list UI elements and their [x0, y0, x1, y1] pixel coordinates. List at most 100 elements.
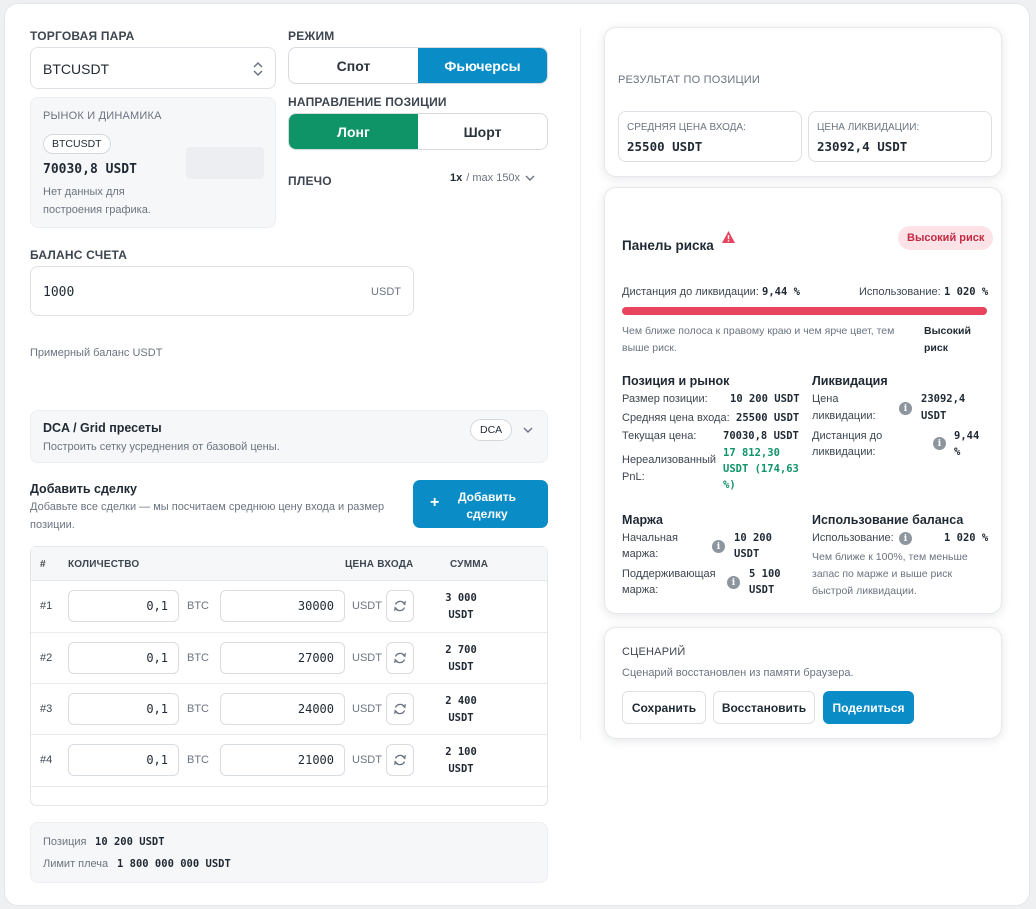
presets-subtitle: Построить сетку усреднения от базовой це…	[43, 441, 280, 453]
margin-init-label1: Начальная	[622, 532, 678, 544]
recalc-button[interactable]	[386, 744, 414, 776]
pos-avg-value: 25500 USDT	[736, 412, 800, 424]
risk-bar-fill	[622, 307, 987, 315]
restore-button[interactable]: Восстановить	[713, 691, 815, 724]
liq-price-box: ЦЕНА ЛИКВИДАЦИИ: 23092,4 USDT	[808, 111, 992, 162]
qty-unit: BTC	[187, 703, 209, 715]
row-sum-value: 2 100	[445, 746, 477, 758]
margin-maint-label2: маржа:	[622, 584, 659, 596]
avg-price-box: СРЕДНЯЯ ЦЕНА ВХОДА: 25500 USDT	[618, 111, 802, 162]
refresh-icon	[394, 652, 406, 664]
market-title: РЫНОК И ДИНАМИКА	[43, 110, 162, 122]
balance-label: БАЛАНС СЧЕТА	[30, 248, 128, 262]
price-unit: USDT	[352, 703, 382, 715]
info-icon[interactable]: i	[933, 437, 946, 450]
balance-input[interactable]: 1000 USDT	[30, 266, 414, 316]
balance-use-value: 1 020 %	[944, 532, 989, 544]
risk-level-line2: риск	[924, 342, 948, 354]
price-input[interactable]: 27000	[220, 642, 345, 674]
summary-limit-label: Лимит плеча	[43, 858, 109, 870]
margin-init-label2: маржа:	[622, 548, 659, 560]
direction-label: НАПРАВЛЕНИЕ ПОЗИЦИИ	[288, 95, 447, 109]
price-input[interactable]: 21000	[220, 744, 345, 776]
refresh-icon	[394, 754, 406, 766]
warning-icon	[722, 231, 735, 243]
info-icon[interactable]: i	[712, 540, 725, 553]
add-trade-button[interactable]: + Добавить сделку	[413, 480, 548, 528]
pos-pnl-line2: USDT (174,63	[723, 463, 799, 475]
price-input[interactable]: 24000	[220, 693, 345, 725]
pair-label: ТОРГОВАЯ ПАРА	[30, 29, 135, 43]
col-sum: СУММА	[450, 559, 489, 570]
info-icon[interactable]: i	[899, 532, 912, 545]
leverage-label: ПЛЕЧО	[288, 174, 332, 188]
risk-panel: Панель риска Высокий риск Дистанция до л…	[604, 187, 1002, 614]
table-row: #2 0,1 BTC 27000 USDT 2 700 USDT	[31, 632, 547, 683]
leverage-max: / max 150x	[466, 172, 521, 184]
row-num: #1	[40, 600, 53, 612]
pos-size-label: Размер позиции:	[622, 393, 708, 405]
price-unit: USDT	[352, 600, 382, 612]
summary-limit-value: 1 800 000 000 USDT	[117, 858, 231, 870]
row-sum-unit: USDT	[448, 661, 474, 673]
add-trade-title: Добавить сделку	[30, 482, 138, 496]
recalc-button[interactable]	[386, 590, 414, 622]
risk-badge: Высокий риск	[898, 226, 994, 250]
liq-price-value: 23092,4 USDT	[817, 139, 908, 154]
add-trade-desc-line1: Добавьте все сделки — мы посчитаем средн…	[30, 501, 385, 513]
price-input[interactable]: 30000	[220, 590, 345, 622]
direction-short-button[interactable]: Шорт	[463, 123, 502, 140]
balance-use-note3: быстрой ликвидации.	[812, 585, 917, 597]
presets-panel[interactable]: DCA / Grid пресеты Построить сетку усред…	[30, 410, 548, 463]
recalc-button[interactable]	[386, 693, 414, 725]
pos-title: Позиция и рынок	[622, 374, 730, 388]
pair-value: BTCUSDT	[43, 61, 110, 77]
margin-maint-label1: Поддерживающая	[622, 568, 716, 580]
row-num: #2	[40, 652, 53, 664]
info-icon[interactable]: i	[727, 576, 740, 589]
row-sum-unit: USDT	[448, 712, 474, 724]
mode-futures-button[interactable]: Фьючерсы	[418, 48, 547, 83]
margin-init-value2: USDT	[734, 548, 760, 560]
balance-hint: Примерный баланс USDT	[30, 347, 163, 359]
mode-spot-button[interactable]: Спот	[336, 57, 371, 74]
market-price: 70030,8 USDT	[43, 162, 137, 177]
scenario-card: СЦЕНАРИЙ Сценарий восстановлен из памяти…	[604, 627, 1002, 739]
row-num: #3	[40, 703, 53, 715]
pair-select[interactable]: BTCUSDT	[30, 47, 276, 89]
usage-label: Использование:	[859, 286, 941, 298]
avg-price-label: СРЕДНЯЯ ЦЕНА ВХОДА:	[627, 122, 746, 133]
table-row: #3 0,1 BTC 24000 USDT 2 400 USDT	[31, 683, 547, 734]
column-divider	[580, 28, 581, 740]
liq-price-value2: USDT	[921, 410, 947, 422]
leverage-value: 1x	[450, 172, 463, 184]
recalc-button[interactable]	[386, 642, 414, 674]
share-button[interactable]: Поделиться	[823, 691, 914, 724]
summary-position-label: Позиция	[43, 836, 87, 848]
qty-input[interactable]: 0,1	[68, 642, 179, 674]
save-button[interactable]: Сохранить	[622, 691, 706, 724]
scenario-title: СЦЕНАРИЙ	[622, 646, 686, 658]
avg-price-value: 25500 USDT	[627, 139, 703, 154]
margin-maint-value2: USDT	[749, 584, 775, 596]
add-trade-button-line2: сделку	[466, 507, 508, 521]
table-header: # КОЛИЧЕСТВО ЦЕНА ВХОДА СУММА	[31, 547, 547, 581]
liq-dist-value2: %	[954, 446, 961, 458]
qty-input[interactable]: 0,1	[68, 744, 179, 776]
result-card: РЕЗУЛЬТАТ ПО ПОЗИЦИИ СРЕДНЯЯ ЦЕНА ВХОДА:…	[604, 27, 1002, 177]
row-sum-unit: USDT	[448, 609, 474, 621]
leverage-select[interactable]: 1x / max 150x	[450, 172, 536, 184]
qty-input[interactable]: 0,1	[68, 590, 179, 622]
info-icon[interactable]: i	[899, 402, 912, 415]
margin-init-value1: 10 200	[734, 532, 772, 544]
market-badge: BTCUSDT	[43, 134, 111, 154]
qty-input[interactable]: 0,1	[68, 693, 179, 725]
presets-badge: DCA	[470, 419, 513, 441]
pos-pnl-line1: 17 812,30	[723, 447, 780, 459]
price-unit: USDT	[352, 754, 382, 766]
liq-dist-value1: 9,44	[954, 430, 980, 442]
price-unit: USDT	[352, 652, 382, 664]
pos-pnl-label1: Нереализованный	[622, 454, 717, 466]
direction-long-button[interactable]: Лонг	[289, 114, 418, 149]
dist-label: Дистанция до ликвидации:	[622, 286, 759, 298]
